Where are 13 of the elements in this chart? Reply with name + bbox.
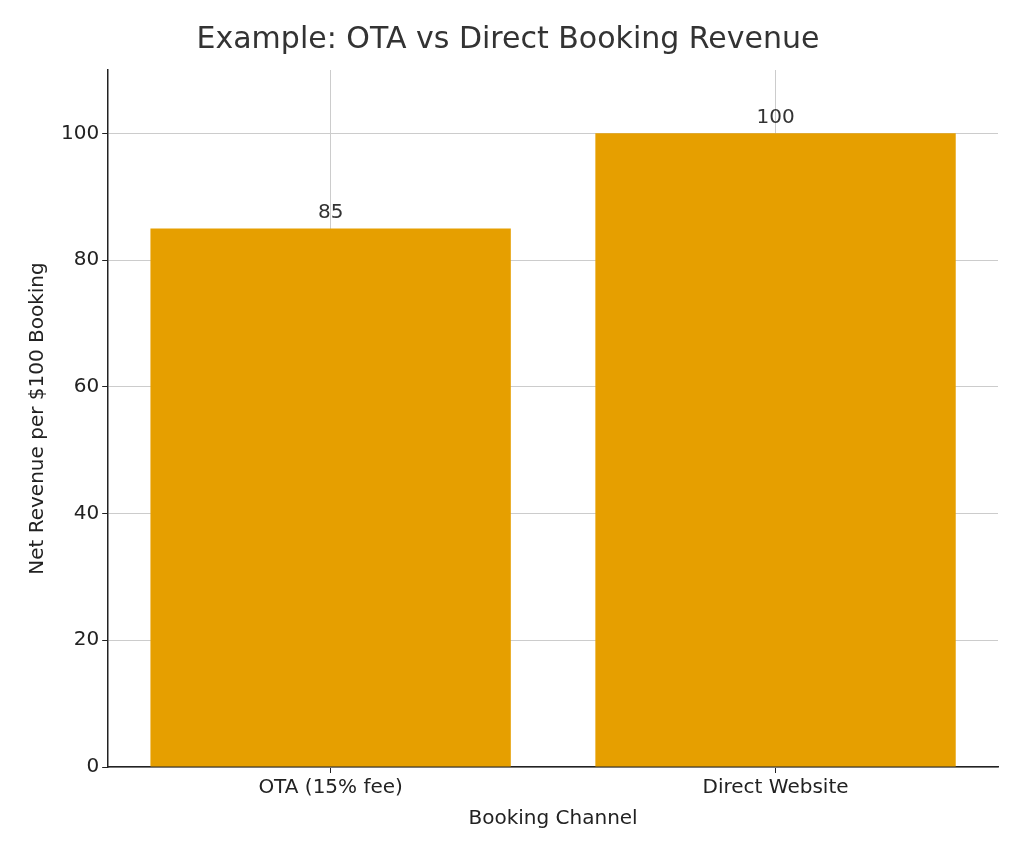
y-tick-label: 0	[86, 753, 100, 778]
y-tick-label: 100	[60, 119, 100, 144]
y-axis-title: Net Revenue per $100 Booking	[24, 262, 49, 575]
chart-title: Example: OTA vs Direct Booking Revenue	[196, 19, 820, 55]
data-label: 85	[317, 198, 344, 223]
y-tick-label: 60	[73, 373, 100, 398]
y-tick-label: 40	[73, 499, 100, 524]
x-axis-title: Booking Channel	[468, 805, 638, 830]
y-tick-label: 20	[73, 626, 100, 651]
x-tick-label: OTA (15% fee)	[258, 774, 403, 799]
data-label: 100	[756, 103, 795, 128]
x-tick-label: Direct Website	[702, 774, 849, 799]
y-tick-label: 80	[73, 246, 100, 271]
